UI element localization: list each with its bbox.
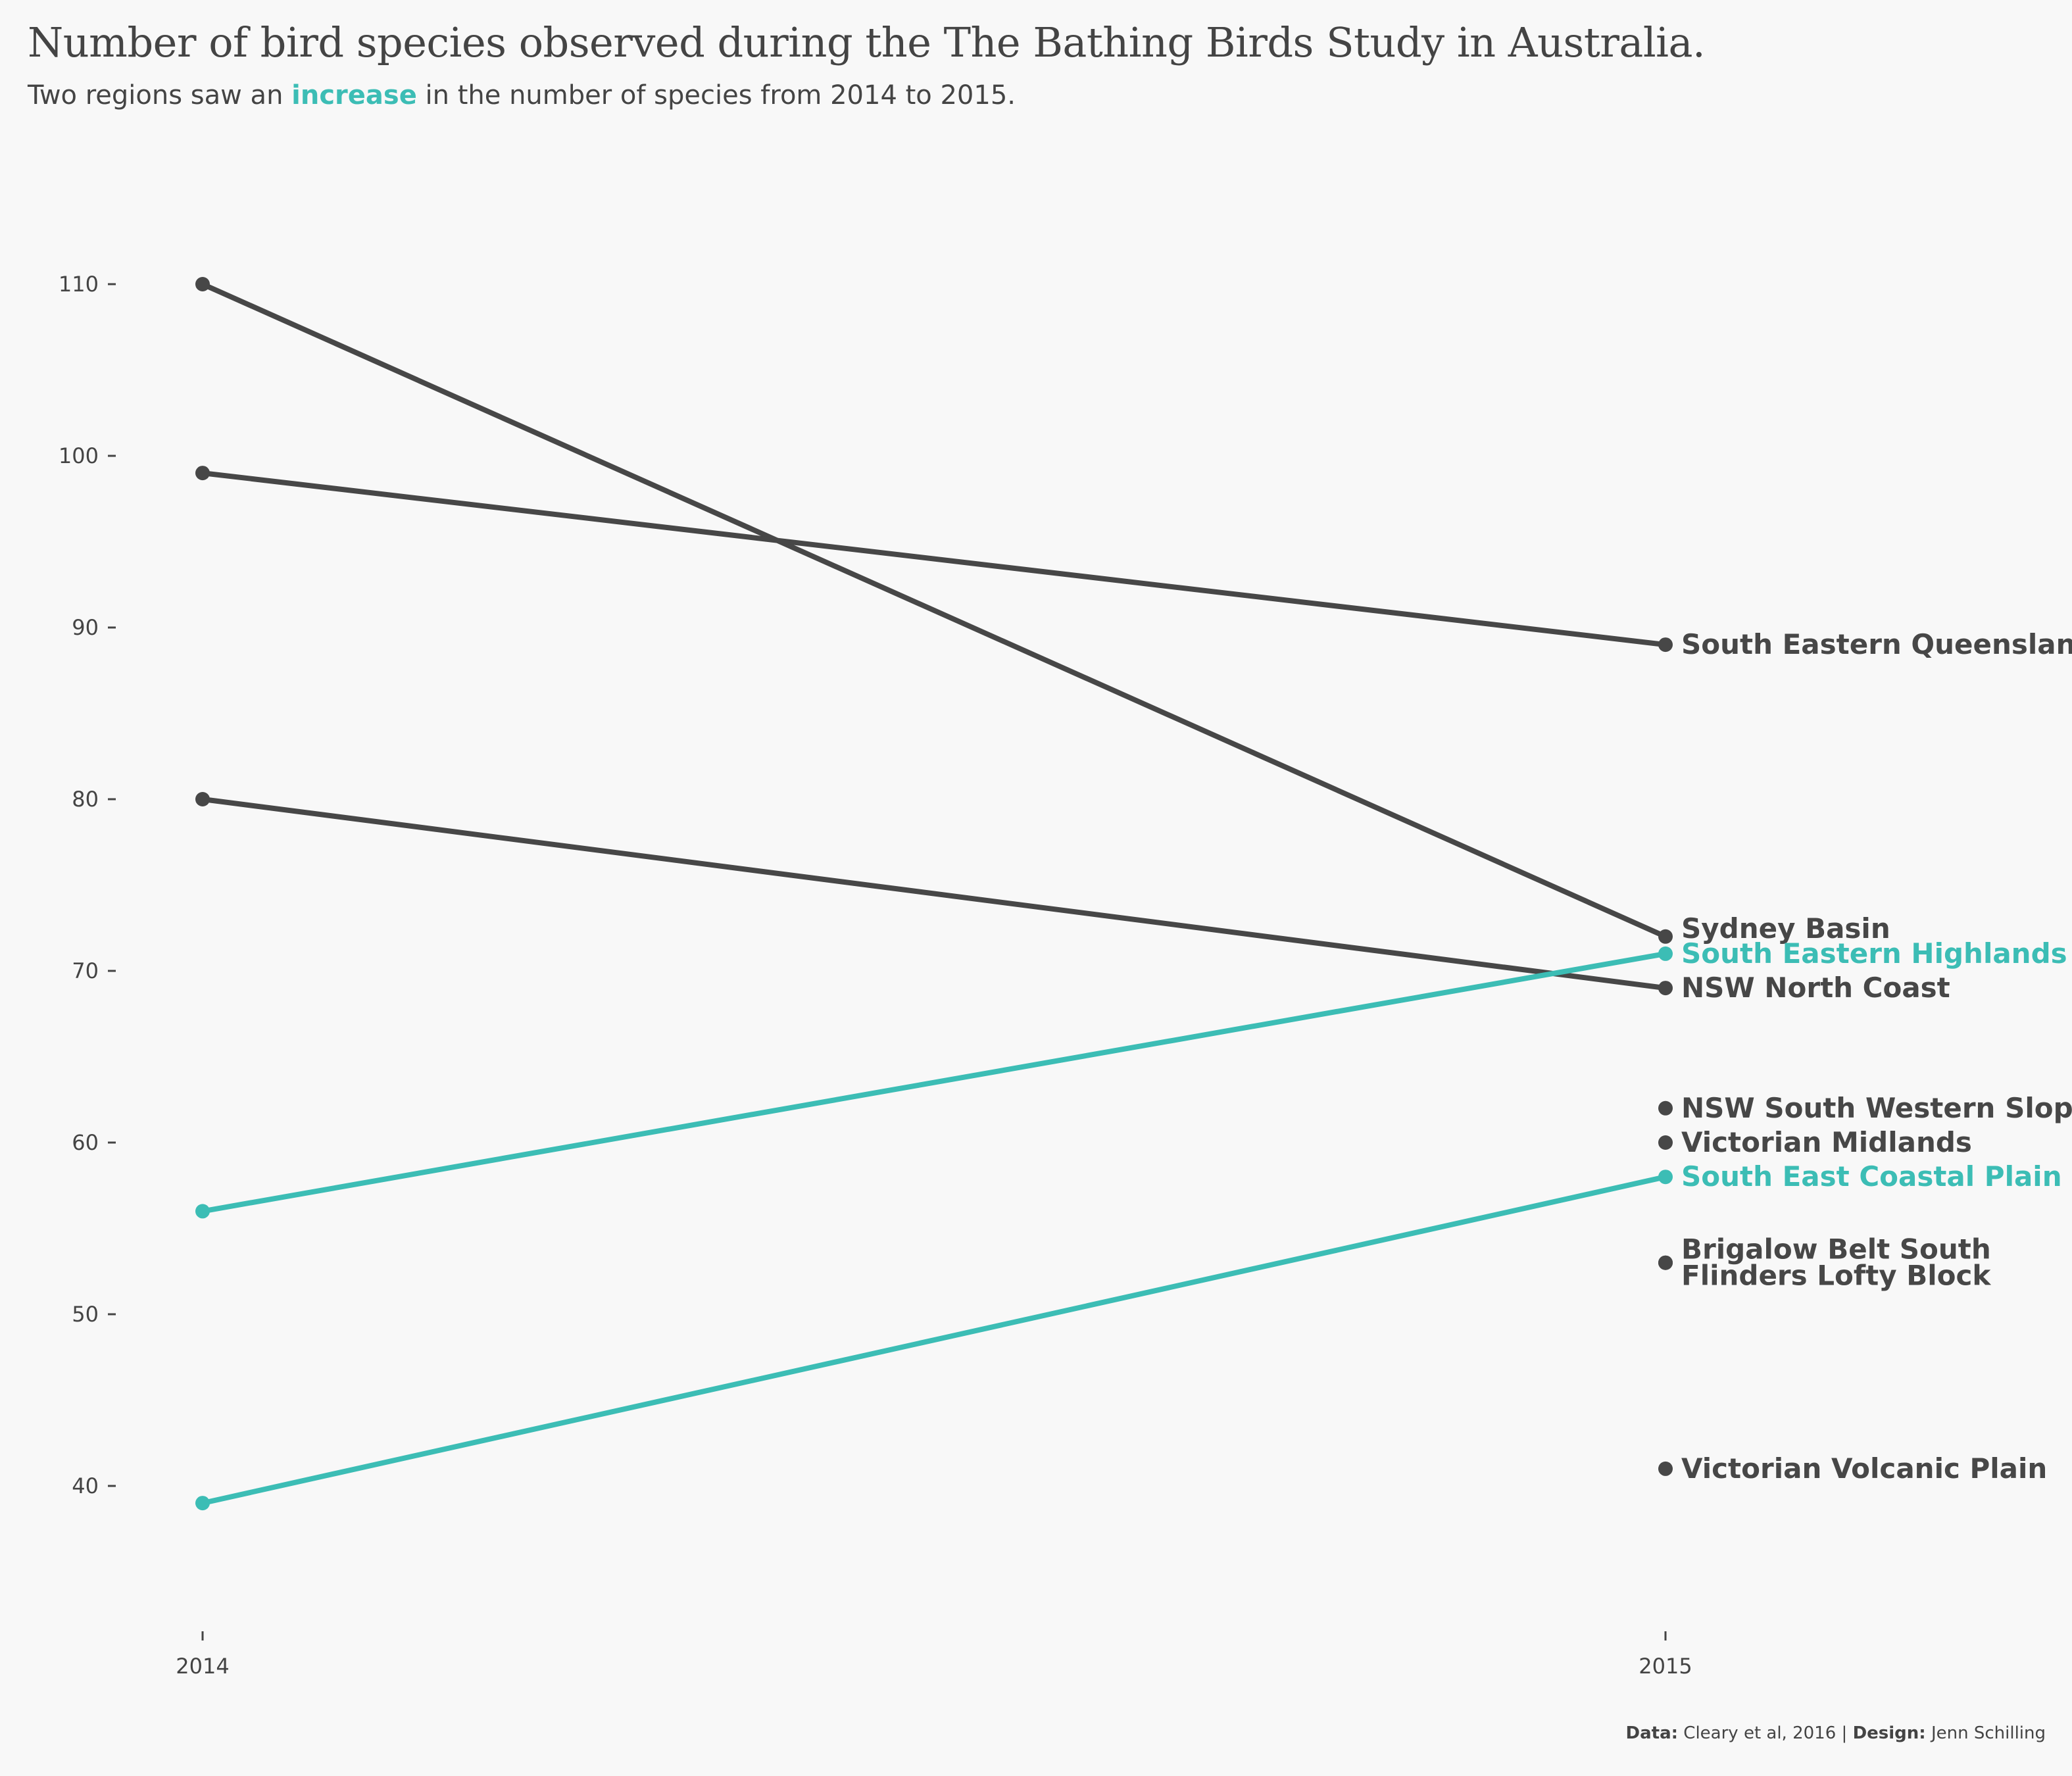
data-point-south-eastern-queensland-2015 — [1658, 637, 1673, 653]
data-point-south-east-coastal-plain-2014 — [195, 1496, 210, 1511]
caption-design-label: Design: — [1852, 1723, 1926, 1743]
y-tick-label-80: 80 — [72, 787, 99, 812]
subtitle-text-before: Two regions saw an — [28, 80, 292, 111]
data-point-nsw-south-western-slopes-2015 — [1658, 1100, 1673, 1116]
data-point-south-eastern-highlands-2015 — [1658, 946, 1673, 961]
caption-data-label: Data: — [1625, 1723, 1679, 1743]
chart-caption: Data: Cleary et al, 2016 | Design: Jenn … — [1626, 1723, 2046, 1743]
y-tick-label-90: 90 — [72, 615, 99, 640]
chart-subtitle: Two regions saw an increase in the numbe… — [28, 80, 1016, 111]
caption-separator: | — [1836, 1723, 1853, 1743]
chart-title: Number of bird species observed during t… — [28, 18, 1706, 66]
data-point-south-eastern-highlands-2014 — [195, 1204, 210, 1219]
subtitle-text-after: in the number of species from 2014 to 20… — [416, 80, 1016, 111]
y-tick-label-50: 50 — [72, 1302, 99, 1327]
end-label-brigalow-belt-south: Brigalow Belt South — [1681, 1233, 1991, 1266]
y-tick-label-40: 40 — [72, 1473, 99, 1498]
data-point-sydney-basin-2014 — [195, 277, 210, 291]
data-point-victorian-midlands-2015 — [1658, 1135, 1673, 1150]
x-tick-label-2015: 2015 — [1639, 1654, 1692, 1679]
end-label-victorian-volcanic-plain: Victorian Volcanic Plain — [1681, 1452, 2047, 1485]
end-label-nsw-north-coast: NSW North Coast — [1681, 972, 1950, 1004]
data-point-nsw-north-coast-2014 — [195, 792, 210, 806]
end-label-south-east-coastal-plain: South East Coastal Plain — [1681, 1160, 2062, 1193]
end-label-south-eastern-queensland: South Eastern Queensland — [1681, 628, 2072, 660]
y-tick-label-110: 110 — [59, 272, 99, 297]
end-label-nsw-south-western-slopes: NSW South Western Slopes — [1681, 1092, 2072, 1124]
series-line-sydney-basin — [200, 282, 1668, 939]
y-tick-label-100: 100 — [59, 443, 99, 468]
series-line-south-eastern-queensland — [200, 470, 1668, 648]
caption-data-value: Cleary et al, 2016 — [1683, 1723, 1837, 1743]
y-tick-label-60: 60 — [72, 1130, 99, 1155]
data-point-south-eastern-queensland-2014 — [195, 466, 210, 481]
data-point-flinders-lofty-block-2015 — [1658, 1255, 1673, 1270]
end-label-victorian-midlands: Victorian Midlands — [1681, 1126, 1972, 1158]
series-line-nsw-north-coast — [200, 797, 1668, 991]
data-point-victorian-volcanic-plain-2015 — [1658, 1461, 1673, 1476]
data-point-south-east-coastal-plain-2015 — [1658, 1170, 1673, 1185]
caption-design-value: Jenn Schilling — [1931, 1723, 2046, 1743]
y-tick-label-70: 70 — [72, 958, 99, 983]
series-line-south-east-coastal-plain — [200, 1174, 1668, 1506]
subtitle-highlight: increase — [291, 80, 417, 111]
data-point-nsw-north-coast-2015 — [1658, 981, 1673, 996]
end-label-flinders-lofty-block: Flinders Lofty Block — [1681, 1260, 1991, 1292]
data-point-sydney-basin-2015 — [1658, 929, 1673, 944]
end-label-sydney-basin: Sydney Basin — [1681, 912, 1890, 945]
series-line-south-eastern-highlands — [200, 950, 1668, 1214]
end-label-south-eastern-highlands: South Eastern Highlands — [1681, 937, 2067, 970]
x-tick-label-2014: 2014 — [176, 1654, 229, 1679]
